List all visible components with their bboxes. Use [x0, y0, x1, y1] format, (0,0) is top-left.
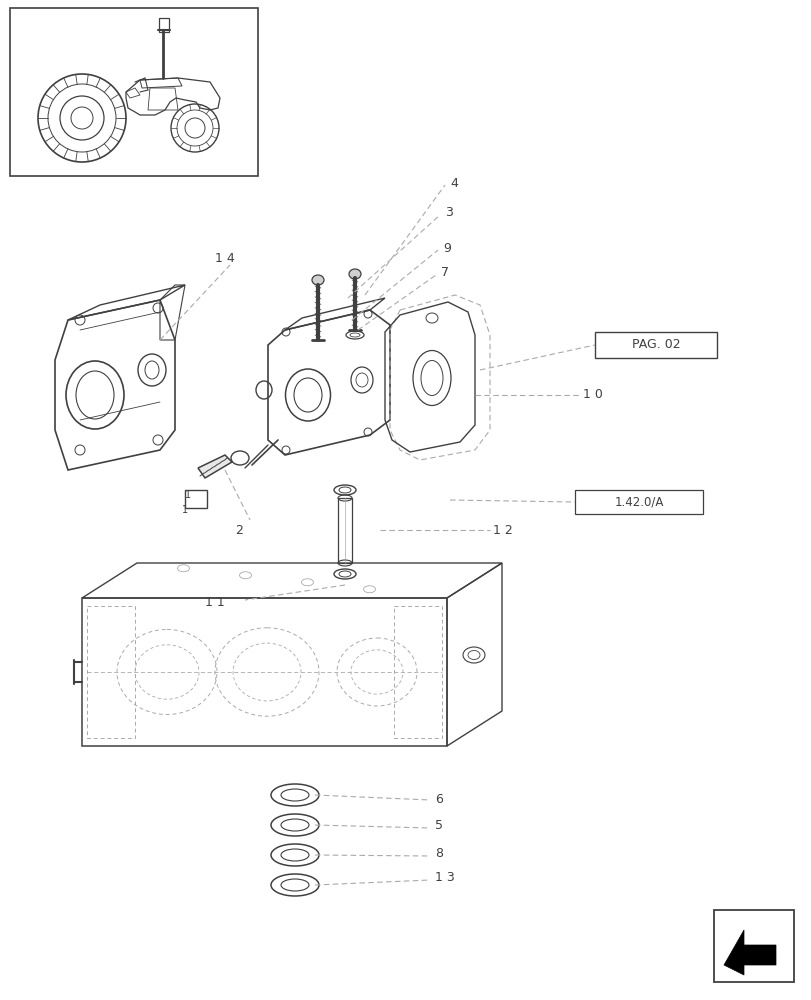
Text: 1 2: 1 2: [492, 524, 512, 536]
Text: 7: 7: [440, 266, 448, 279]
Bar: [87, 606, 135, 738]
Text: 9: 9: [443, 241, 450, 254]
Text: 1: 1: [185, 490, 191, 500]
Text: 1.42.0/A: 1.42.0/A: [614, 495, 663, 508]
Text: 4: 4: [449, 177, 457, 190]
Text: 6: 6: [435, 793, 442, 806]
Text: PAG. 02: PAG. 02: [631, 338, 680, 352]
Bar: [713, 910, 793, 982]
Bar: [159, 18, 169, 32]
Bar: [393, 606, 441, 738]
Polygon shape: [723, 930, 775, 975]
Ellipse shape: [349, 269, 361, 279]
Text: 1: 1: [182, 505, 188, 515]
Bar: [574, 490, 702, 514]
Bar: [594, 332, 716, 358]
Text: 1 1: 1 1: [204, 596, 225, 609]
Text: 5: 5: [435, 819, 443, 832]
Bar: [337, 498, 351, 563]
Polygon shape: [198, 455, 232, 478]
Ellipse shape: [311, 275, 324, 285]
Text: 8: 8: [435, 847, 443, 860]
Text: 1 0: 1 0: [582, 388, 602, 401]
Text: 1 4: 1 4: [215, 251, 234, 264]
Text: 2: 2: [234, 524, 242, 536]
Bar: [10, 8, 258, 176]
Text: 1 3: 1 3: [435, 871, 454, 884]
Text: 3: 3: [444, 207, 453, 220]
Bar: [185, 490, 207, 508]
